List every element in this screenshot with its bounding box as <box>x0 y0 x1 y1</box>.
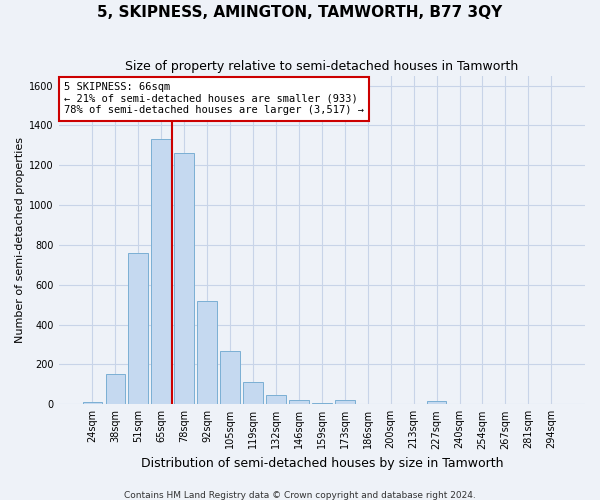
Bar <box>243 382 263 404</box>
Bar <box>83 402 102 404</box>
Text: 5 SKIPNESS: 66sqm
← 21% of semi-detached houses are smaller (933)
78% of semi-de: 5 SKIPNESS: 66sqm ← 21% of semi-detached… <box>64 82 364 116</box>
Bar <box>197 300 217 405</box>
Title: Size of property relative to semi-detached houses in Tamworth: Size of property relative to semi-detach… <box>125 60 518 73</box>
Bar <box>220 350 240 405</box>
Bar <box>151 140 171 404</box>
Text: 5, SKIPNESS, AMINGTON, TAMWORTH, B77 3QY: 5, SKIPNESS, AMINGTON, TAMWORTH, B77 3QY <box>97 5 503 20</box>
Y-axis label: Number of semi-detached properties: Number of semi-detached properties <box>15 137 25 343</box>
Bar <box>128 253 148 404</box>
Bar <box>106 374 125 404</box>
X-axis label: Distribution of semi-detached houses by size in Tamworth: Distribution of semi-detached houses by … <box>140 457 503 470</box>
Bar <box>427 401 446 404</box>
Text: Contains HM Land Registry data © Crown copyright and database right 2024.: Contains HM Land Registry data © Crown c… <box>124 490 476 500</box>
Bar <box>175 154 194 404</box>
Bar <box>289 400 308 404</box>
Bar <box>266 395 286 404</box>
Bar <box>335 400 355 404</box>
